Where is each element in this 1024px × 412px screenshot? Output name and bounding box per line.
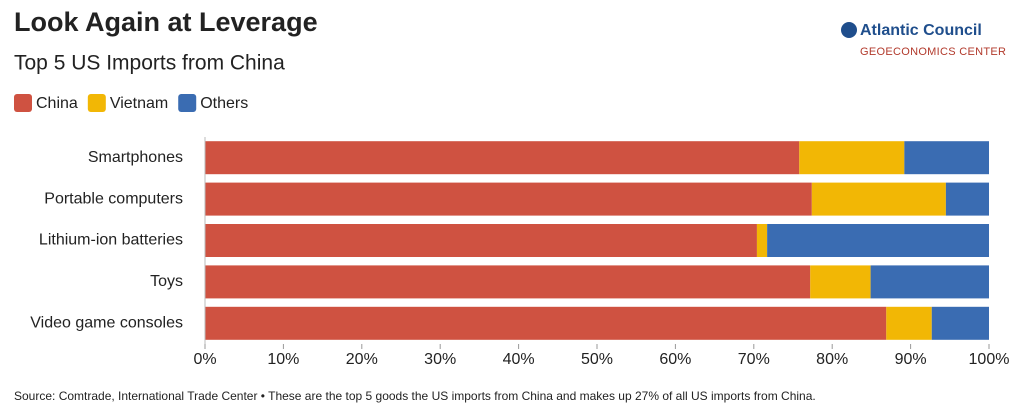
x-tick-label: 100% — [969, 351, 1010, 368]
brand-subtitle: GEOECONOMICS CENTER — [860, 46, 1006, 58]
brand-logo — [841, 22, 857, 38]
legend-swatch — [178, 94, 197, 112]
bar-segment — [799, 141, 905, 175]
x-tick-label: 10% — [267, 351, 299, 368]
bar-segment — [205, 141, 800, 175]
bar-segment — [931, 306, 989, 340]
y-tick-label: Video game consoles — [30, 315, 183, 332]
x-tick-label: 50% — [581, 351, 613, 368]
source-note: Source: Comtrade, International Trade Ce… — [14, 389, 816, 403]
bar-segment — [945, 182, 989, 216]
legend-label: Others — [200, 95, 248, 112]
legend-swatch — [14, 94, 32, 112]
bar-segment — [886, 306, 932, 340]
x-tick-label: 60% — [659, 351, 691, 368]
bar-segment — [205, 224, 757, 257]
bar-segment — [767, 224, 989, 257]
y-tick-label: Smartphones — [88, 149, 183, 166]
y-tick-label: Toys — [150, 273, 183, 290]
bar-segment — [870, 265, 989, 299]
x-tick-label: 40% — [503, 351, 535, 368]
bar-segment — [756, 224, 768, 257]
legend-label: Vietnam — [110, 95, 168, 112]
bar-segment — [811, 182, 946, 216]
y-tick-label: Lithium-ion batteries — [39, 232, 183, 249]
chart-title: Look Again at Leverage — [14, 7, 318, 37]
bar-segment — [205, 265, 811, 299]
x-tick-label: 70% — [738, 351, 770, 368]
y-tick-label: Portable computers — [44, 190, 183, 207]
chart-subtitle: Top 5 US Imports from China — [14, 52, 285, 75]
legend-label: China — [36, 95, 78, 112]
bar-segment — [205, 182, 812, 216]
x-tick-label: 0% — [193, 351, 216, 368]
bar-segment — [904, 141, 989, 175]
x-tick-label: 30% — [424, 351, 456, 368]
x-tick-label: 80% — [816, 351, 848, 368]
x-tick-label: 90% — [895, 351, 927, 368]
legend-swatch — [87, 94, 106, 112]
bar-segment — [205, 306, 887, 340]
brand-name: Atlantic Council — [860, 22, 982, 39]
x-tick-label: 20% — [346, 351, 378, 368]
bar-segment — [810, 265, 871, 299]
